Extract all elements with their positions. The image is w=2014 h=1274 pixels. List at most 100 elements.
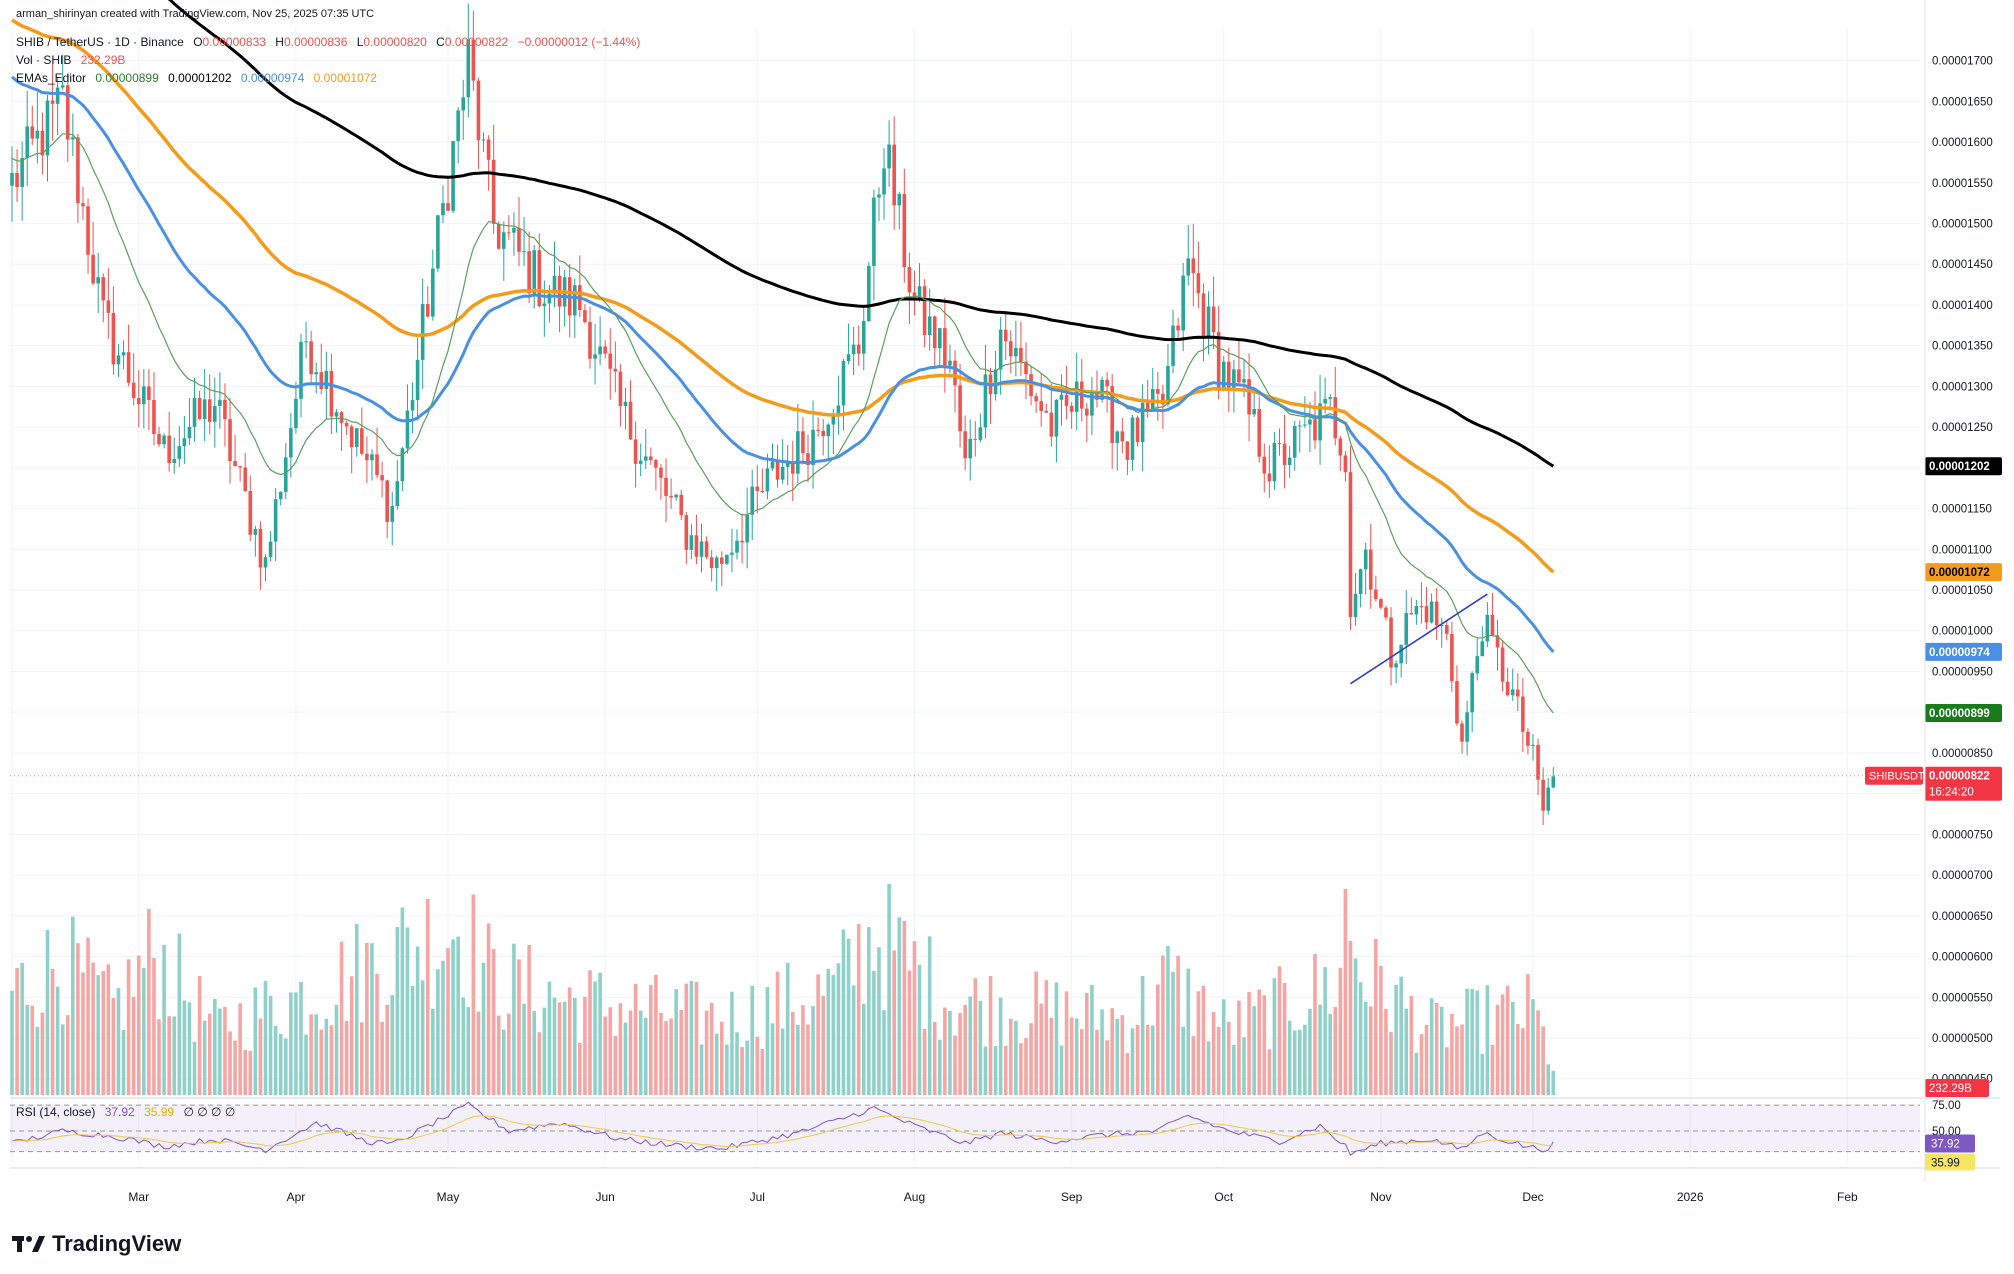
y-axis-tick-label: 0.00000850 — [1932, 748, 1993, 760]
x-axis-tick-label: Feb — [1837, 1190, 1858, 1204]
candle-body — [1409, 613, 1414, 615]
volume-bar — [223, 1006, 227, 1095]
candle-body — [1125, 441, 1130, 460]
candle-body — [1044, 411, 1049, 413]
open-label: O — [193, 35, 203, 49]
candle-body — [720, 557, 724, 564]
candle-body — [1348, 472, 1353, 618]
candle-body — [603, 346, 607, 354]
candle-body — [613, 368, 618, 372]
candle-body — [684, 515, 689, 550]
candle-body — [238, 466, 242, 468]
volume-bar — [314, 1014, 318, 1095]
x-axis-tick-label: Nov — [1370, 1190, 1391, 1204]
candle-body — [253, 528, 258, 535]
candle-body — [811, 429, 815, 466]
candle-body — [927, 316, 932, 336]
y-axis-tick-label: 0.00000700 — [1932, 870, 1993, 882]
candle-body — [659, 467, 663, 478]
volume-bar — [740, 1047, 744, 1095]
volume-bar — [289, 992, 293, 1095]
candle-body — [1029, 374, 1033, 397]
ema-label: EMAs_Editor — [16, 71, 87, 85]
volume-bar — [415, 946, 420, 1095]
candle-body — [932, 316, 937, 349]
candle-body — [45, 100, 50, 156]
candle-body — [780, 466, 785, 480]
volume-bar — [1150, 1025, 1155, 1095]
rsi-value: 37.92 — [104, 1105, 135, 1119]
candle-body — [339, 412, 344, 423]
volume-bar — [836, 963, 841, 1095]
volume-bar — [755, 1036, 760, 1095]
volume-bar — [507, 1013, 511, 1095]
candle-body — [750, 486, 755, 515]
volume-bar — [1029, 1023, 1033, 1095]
candle-body — [370, 454, 374, 461]
volume-bar — [1074, 1018, 1079, 1095]
volume-bar — [202, 1020, 207, 1095]
volume-bar — [902, 920, 907, 1095]
volume-bar — [608, 1007, 613, 1095]
tradingview-logo-icon — [12, 1236, 45, 1252]
volume-bar — [532, 1011, 537, 1095]
volume-bar — [486, 923, 491, 1095]
candle-body — [1003, 329, 1008, 342]
candle-body — [1434, 601, 1439, 626]
ema20-price-tag: 0.00000899 — [1929, 708, 1990, 720]
candle-body — [187, 426, 192, 439]
ema200-value: 0.00001202 — [168, 71, 232, 85]
candle-body — [1287, 457, 1292, 466]
volume-bar — [1161, 955, 1165, 1095]
volume-bar — [101, 970, 106, 1095]
candle-body — [10, 172, 14, 186]
candle-body — [152, 399, 156, 434]
candle-body — [572, 285, 577, 316]
volume-bar — [111, 998, 116, 1095]
volume-bar — [1419, 1034, 1424, 1095]
y-axis-tick-label: 0.00000950 — [1932, 666, 1993, 678]
ema50-line — [11, 75, 1555, 653]
x-axis-tick-label: Apr — [287, 1190, 306, 1204]
candle-body — [471, 39, 476, 81]
candle-body — [1531, 744, 1535, 746]
candle-body — [1297, 425, 1302, 427]
candle-body — [1237, 369, 1241, 383]
candle-body — [334, 412, 339, 417]
candle-body — [172, 458, 177, 463]
volume-bar — [547, 981, 552, 1095]
x-axis-tick-label: Dec — [1522, 1190, 1543, 1204]
volume-bar — [1115, 1018, 1120, 1095]
volume-bar — [136, 955, 141, 1095]
volume-bar — [365, 942, 369, 1095]
candle-body — [299, 342, 303, 399]
volume-bar — [1521, 1028, 1525, 1095]
volume-bar — [121, 1030, 126, 1095]
trendline[interactable] — [1350, 593, 1488, 685]
volume-bar — [233, 1040, 237, 1095]
candle-body — [689, 535, 694, 550]
candle-body — [441, 203, 445, 216]
volume-bar — [684, 983, 689, 1095]
candle-body — [532, 250, 537, 294]
volume-bar — [1201, 985, 1206, 1095]
volume-bar — [907, 970, 912, 1095]
ema100-price-tag: 0.00001072 — [1929, 567, 1990, 579]
volume-bar — [943, 1007, 947, 1095]
volume-bar — [1475, 990, 1480, 1095]
candle-body — [664, 477, 668, 496]
volume-bar — [1333, 1006, 1338, 1095]
volume-bar — [167, 1016, 171, 1095]
candle-body — [192, 398, 197, 427]
volume-bar — [1536, 1010, 1540, 1095]
candle-body — [360, 428, 364, 454]
volume-bar — [1434, 1002, 1439, 1095]
y-axis-tick-label: 0.00001550 — [1932, 178, 1993, 190]
volume-bar — [278, 1034, 283, 1095]
candle-body — [1171, 325, 1175, 366]
candle-body — [501, 232, 506, 249]
candle-body — [1049, 412, 1054, 437]
volume-bar — [106, 964, 111, 1095]
volume-bar — [273, 1025, 278, 1095]
